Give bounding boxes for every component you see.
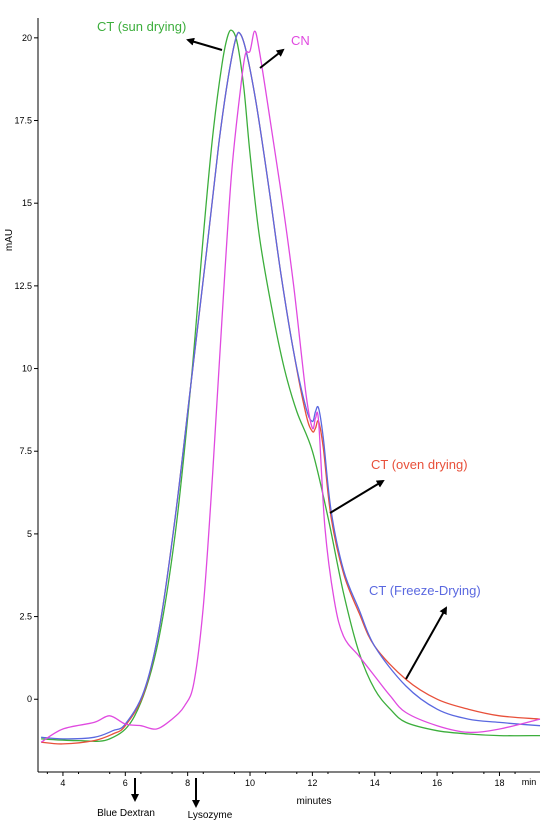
y-tick-label: 10 (22, 364, 32, 374)
y-tick-label: 12.5 (14, 281, 32, 291)
x-tick-label: 4 (60, 778, 65, 788)
y-tick-label: 7.5 (19, 446, 32, 456)
y-tick-label: 15 (22, 198, 32, 208)
y-tick-label: 17.5 (14, 116, 32, 126)
series-layer (40, 29, 541, 745)
x-tick-label: 16 (432, 778, 442, 788)
y-tick-label: 20 (22, 33, 32, 43)
x-axis-ticks: 4 6 8 10 12 14 16 18 (46, 772, 516, 788)
blue-dextran-label: Blue Dextran (97, 808, 155, 819)
series-line-ct-sun-drying (41, 29, 541, 742)
y-tick-label: 0 (27, 694, 32, 704)
arrow-sun-drying (186, 37, 223, 51)
y-axis-title: mAU (4, 229, 15, 251)
annotation-freeze-drying: CT (Freeze-Drying) (369, 583, 481, 598)
annotation-oven-drying: CT (oven drying) (371, 457, 468, 472)
annotation-sun-drying: CT (sun drying) (97, 19, 186, 34)
annotation-cn: CN (291, 33, 310, 48)
y-tick-label: 2.5 (19, 612, 32, 622)
x-axis-unit-label: min (522, 777, 537, 787)
x-tick-label: 12 (307, 778, 317, 788)
x-tick-label: 8 (185, 778, 190, 788)
x-tick-label: 10 (245, 778, 255, 788)
x-tick-label: 14 (370, 778, 380, 788)
series-line-cn (40, 30, 541, 743)
x-tick-label: 18 (494, 778, 504, 788)
series-line-ct-freeze-drying (41, 31, 541, 740)
x-axis-title: minutes (296, 796, 331, 807)
arrow-oven-drying (329, 479, 385, 514)
y-tick-label: 5 (27, 529, 32, 539)
lysozyme-label: Lysozyme (188, 810, 233, 821)
arrow-freeze-drying (405, 606, 447, 680)
y-axis-ticks: 0 2.5 5 7.5 10 12.5 15 17.5 20 (14, 33, 38, 704)
x-tick-label: 6 (123, 778, 128, 788)
series-line-ct-oven-drying (41, 31, 541, 745)
arrow-cn (259, 48, 285, 69)
